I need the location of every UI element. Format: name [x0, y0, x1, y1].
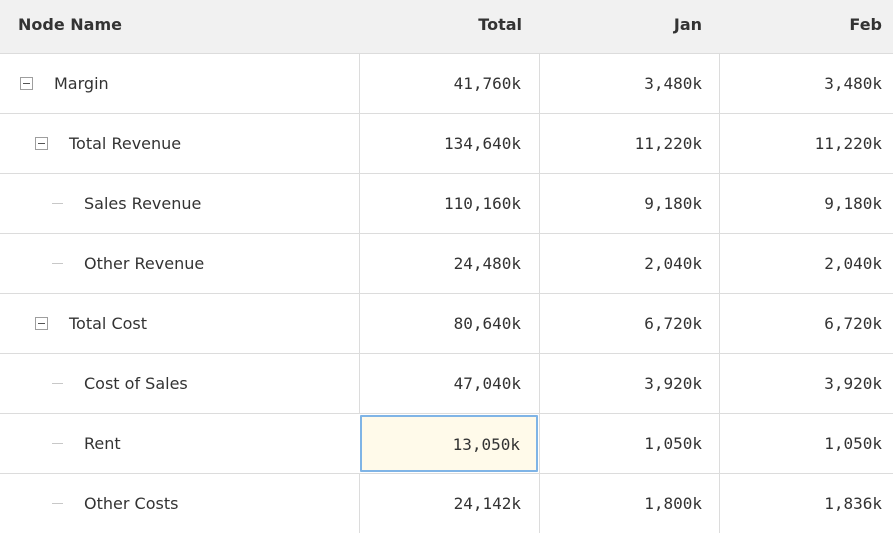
- total-cell[interactable]: 24,480k: [359, 234, 539, 293]
- node-name-cell: Total Cost: [0, 294, 359, 353]
- jan-cell[interactable]: 9,180k: [539, 174, 719, 233]
- jan-cell[interactable]: 1,050k: [539, 414, 719, 473]
- leaf-dash-icon: [52, 263, 63, 264]
- total-cell[interactable]: 110,160k: [359, 174, 539, 233]
- table-row[interactable]: Margin 41,760k 3,480k 3,480k: [0, 54, 893, 114]
- jan-cell[interactable]: 1,800k: [539, 474, 719, 533]
- total-cell[interactable]: 47,040k: [359, 354, 539, 413]
- node-label: Cost of Sales: [84, 374, 188, 393]
- collapse-toggle-icon[interactable]: [35, 317, 48, 330]
- table-row[interactable]: Other Revenue 24,480k 2,040k 2,040k: [0, 234, 893, 294]
- feb-cell[interactable]: 9,180k: [719, 174, 893, 233]
- collapse-toggle-icon[interactable]: [20, 77, 33, 90]
- jan-cell[interactable]: 2,040k: [539, 234, 719, 293]
- feb-cell[interactable]: 3,480k: [719, 54, 893, 113]
- table-row[interactable]: Sales Revenue 110,160k 9,180k 9,180k: [0, 174, 893, 234]
- jan-cell[interactable]: 3,920k: [539, 354, 719, 413]
- total-cell[interactable]: 80,640k: [359, 294, 539, 353]
- jan-cell[interactable]: 3,480k: [539, 54, 719, 113]
- jan-cell[interactable]: 6,720k: [539, 294, 719, 353]
- node-name-cell: Rent: [0, 414, 359, 473]
- grid-header: Node Name Total Jan Feb: [0, 0, 893, 54]
- header-total[interactable]: Total: [478, 15, 522, 34]
- node-label: Margin: [54, 74, 109, 93]
- total-cell-selected[interactable]: 13,050k: [360, 415, 538, 472]
- table-row[interactable]: Rent 13,050k 1,050k 1,050k: [0, 414, 893, 474]
- feb-cell[interactable]: 1,050k: [719, 414, 893, 473]
- leaf-dash-icon: [52, 443, 63, 444]
- node-name-cell: Sales Revenue: [0, 174, 359, 233]
- node-label: Total Cost: [69, 314, 148, 333]
- feb-cell[interactable]: 6,720k: [719, 294, 893, 353]
- header-jan[interactable]: Jan: [673, 15, 702, 34]
- header-node-name[interactable]: Node Name: [18, 15, 122, 34]
- node-name-cell: Other Revenue: [0, 234, 359, 293]
- leaf-dash-icon: [52, 203, 63, 204]
- total-cell[interactable]: 24,142k: [359, 474, 539, 533]
- jan-cell[interactable]: 11,220k: [539, 114, 719, 173]
- collapse-toggle-icon[interactable]: [35, 137, 48, 150]
- node-label: Other Costs: [84, 494, 179, 513]
- table-row[interactable]: Cost of Sales 47,040k 3,920k 3,920k: [0, 354, 893, 414]
- total-cell[interactable]: 134,640k: [359, 114, 539, 173]
- table-row[interactable]: Other Costs 24,142k 1,800k 1,836k: [0, 474, 893, 534]
- node-name-cell: Total Revenue: [0, 114, 359, 173]
- node-label: Rent: [84, 434, 121, 453]
- leaf-dash-icon: [52, 383, 63, 384]
- node-name-cell: Other Costs: [0, 474, 359, 533]
- node-label: Sales Revenue: [84, 194, 202, 213]
- leaf-dash-icon: [52, 503, 63, 504]
- node-label: Total Revenue: [69, 134, 182, 153]
- node-name-cell: Margin: [0, 54, 359, 113]
- feb-cell[interactable]: 2,040k: [719, 234, 893, 293]
- feb-cell[interactable]: 1,836k: [719, 474, 893, 533]
- header-feb[interactable]: Feb: [849, 15, 882, 34]
- total-cell[interactable]: 41,760k: [359, 54, 539, 113]
- table-row[interactable]: Total Cost 80,640k 6,720k 6,720k: [0, 294, 893, 354]
- table-row[interactable]: Total Revenue 134,640k 11,220k 11,220k: [0, 114, 893, 174]
- feb-cell[interactable]: 11,220k: [719, 114, 893, 173]
- node-name-cell: Cost of Sales: [0, 354, 359, 413]
- node-label: Other Revenue: [84, 254, 205, 273]
- feb-cell[interactable]: 3,920k: [719, 354, 893, 413]
